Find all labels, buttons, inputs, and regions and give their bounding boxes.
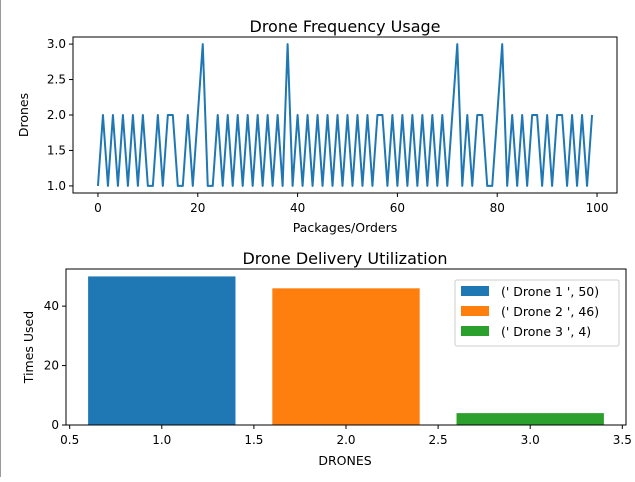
line-chart-title: Drone Frequency Usage: [250, 17, 441, 36]
line-x-tick-label: 60: [390, 201, 405, 215]
bar-chart-title: Drone Delivery Utilization: [242, 249, 447, 268]
bar-chart: Drone Delivery Utilization 0 20 40 0.5 1.0 1…: [21, 249, 632, 468]
line-series-path: [96, 43, 594, 187]
bar-x-tick-label: 1.0: [152, 433, 171, 447]
line-x-tick-label: 20: [190, 201, 205, 215]
bar-y-tick-label: 0: [51, 418, 59, 432]
legend-label-drone-2: (' Drone 2 ', 46): [501, 304, 599, 319]
line-x-tick-label: 40: [290, 201, 305, 215]
line-chart: Drone Frequency Usage 1.0 1.5 2.0 2.5 3.0 0 2…: [16, 17, 618, 235]
bar-drone-2: [272, 288, 420, 425]
line-x-tick-label: 0: [94, 201, 102, 215]
line-x-tick-label: 80: [490, 201, 505, 215]
bar-plot-frame: [65, 268, 627, 426]
line-y-tick-label: 1.0: [47, 179, 66, 193]
bar-drone-1: [88, 276, 236, 425]
bar-x-tick-label: 2.5: [429, 433, 448, 447]
bar-drone-3: [456, 413, 604, 425]
bar-x-ticks: 0.5 1.0 1.5 2.0 2.5 3.0 3.5: [60, 425, 632, 447]
line-plot-frame: [72, 36, 618, 194]
bar-x-tick-label: 2.0: [336, 433, 355, 447]
legend-label-drone-3: (' Drone 3 ', 4): [501, 324, 591, 339]
line-y-tick-label: 2.5: [47, 73, 66, 87]
bar-y-tick-label: 20: [44, 359, 59, 373]
bar-y-ticks: 0 20 40: [44, 299, 66, 432]
line-x-tick-label: 100: [586, 201, 609, 215]
line-x-ticks: 0 20 40 60 80 100: [94, 193, 608, 215]
line-x-axis-label: Packages/Orders: [293, 220, 398, 235]
line-y-tick-label: 3.0: [47, 37, 66, 51]
legend: (' Drone 1 ', 50) (' Drone 2 ', 46) (' Dro…: [454, 279, 620, 347]
bar-y-axis-label: Times Used: [21, 311, 36, 384]
line-y-tick-label: 1.5: [47, 143, 66, 157]
legend-frame: [454, 279, 620, 347]
legend-swatch-drone-3: [461, 326, 489, 336]
bar-x-tick-label: 1.5: [244, 433, 263, 447]
line-y-axis-label: Drones: [16, 93, 31, 137]
bar-x-tick-label: 3.5: [613, 433, 632, 447]
legend-swatch-drone-1: [461, 286, 489, 296]
legend-items: (' Drone 1 ', 50) (' Drone 2 ', 46) (' Dro…: [461, 284, 599, 339]
bar-x-axis-label: DRONES: [318, 453, 371, 468]
bar-x-tick-label: 0.5: [60, 433, 79, 447]
legend-label-drone-1: (' Drone 1 ', 50): [501, 284, 599, 299]
line-y-tick-label: 2.0: [47, 108, 66, 122]
line-y-ticks: 1.0 1.5 2.0 2.5 3.0: [47, 37, 73, 193]
bar-y-tick-label: 40: [44, 299, 59, 313]
bar-x-tick-label: 3.0: [521, 433, 540, 447]
line-series: [96, 43, 594, 187]
legend-swatch-drone-2: [461, 306, 489, 316]
bar-series: [88, 276, 604, 425]
